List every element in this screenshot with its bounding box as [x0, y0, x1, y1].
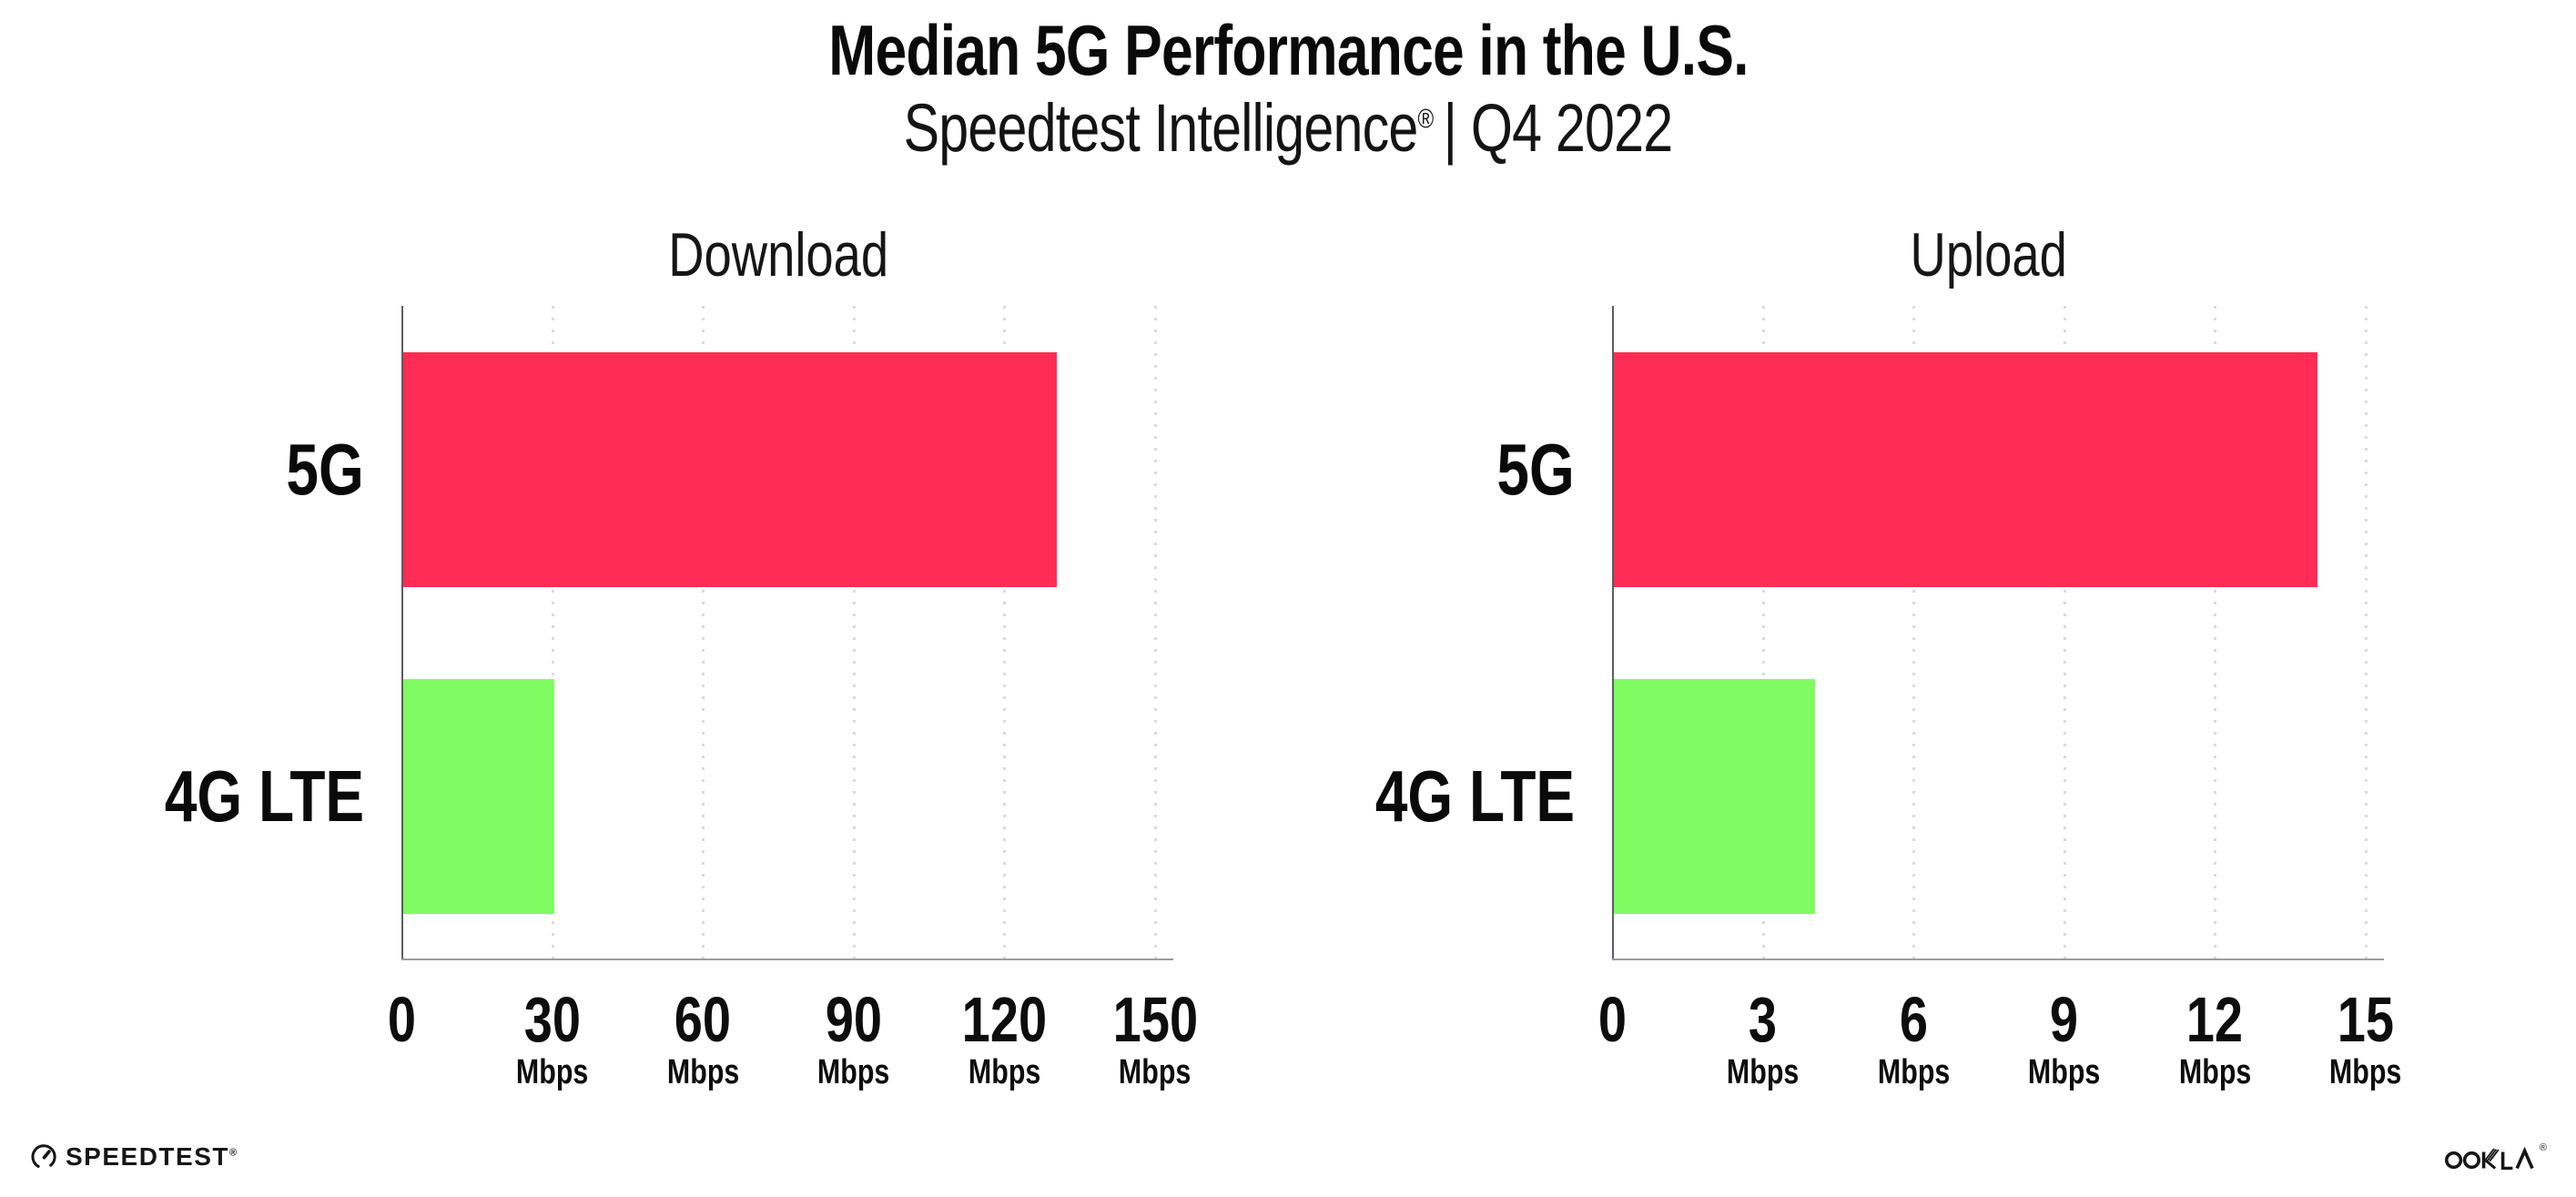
category-label-text: 5G [1496, 429, 1575, 510]
x-tick-label: 30 [452, 988, 653, 1051]
speedtest-wordmark: SPEEDTEST® [66, 1141, 238, 1171]
x-tick-unit-text: Mbps [1877, 1053, 1950, 1091]
x-tick-unit-label: Mbps [904, 1055, 1104, 1090]
registered-mark-icon: ® [1417, 104, 1435, 135]
category-label-text: 5G [286, 429, 364, 510]
x-tick-unit-text: Mbps [1726, 1053, 1800, 1091]
subtitle-quarter: | Q4 2022 [1443, 90, 1674, 166]
category-label-4g-lte: 4G LTE [1274, 760, 1575, 833]
x-tick-label: 15 [2266, 988, 2466, 1051]
page-subtitle: Speedtest Intelligence® | Q4 2022 [0, 93, 2576, 164]
x-tick-unit-label: Mbps [452, 1055, 653, 1090]
x-tick-unit-label: Mbps [1964, 1055, 2165, 1090]
speedtest-logo: SPEEDTEST® [31, 1143, 238, 1170]
bar-5g-upload [1614, 352, 2317, 587]
y-axis-line [1612, 306, 1614, 959]
panel-title-text: Upload [1910, 220, 2068, 289]
x-tick-unit-label: Mbps [603, 1055, 803, 1090]
x-tick-value: 150 [1112, 984, 1198, 1055]
gridline [2365, 306, 2368, 959]
x-tick-unit-label: Mbps [754, 1055, 954, 1090]
chart-panel-upload: Upload 5G 4G LTE 0 3 Mbps 6 Mbps 9 Mbps 12 Mbps 15 Mb… [1375, 224, 2402, 1090]
bar-5g-download [403, 352, 1057, 587]
x-axis-line [1612, 959, 2384, 960]
ookla-logo: ® [2444, 1142, 2547, 1170]
x-tick-label: 12 [2115, 988, 2315, 1051]
x-tick-value: 60 [674, 984, 732, 1055]
x-tick-value: 30 [523, 984, 581, 1055]
category-label-5g: 5G [1274, 433, 1575, 506]
page-title: Median 5G Performance in the U.S. [0, 15, 2576, 86]
panel-title-download: Download [401, 224, 1155, 286]
x-tick-label: 90 [754, 988, 954, 1051]
y-axis-line [401, 306, 403, 959]
x-tick-unit-text: Mbps [2178, 1053, 2252, 1091]
x-tick-value: 0 [1597, 984, 1627, 1055]
x-tick-unit-text: Mbps [968, 1053, 1041, 1091]
x-tick-label: 0 [301, 988, 502, 1051]
x-tick-value: 90 [825, 984, 882, 1055]
x-tick-value: 15 [2337, 984, 2395, 1055]
gridline [1154, 306, 1157, 959]
gridline [1761, 306, 1765, 959]
category-label-text: 4G LTE [164, 756, 364, 837]
speedtest-wordmark-text: SPEEDTEST [66, 1141, 229, 1171]
ookla-registered-mark-icon: ® [2539, 1142, 2547, 1153]
x-tick-unit-label: Mbps [2115, 1055, 2315, 1090]
gridline [551, 306, 554, 959]
x-tick-unit-text: Mbps [2329, 1053, 2402, 1091]
x-tick-value: 3 [1749, 984, 1778, 1055]
x-tick-unit-text: Mbps [666, 1053, 739, 1091]
ookla-wordmark-icon [2444, 1146, 2534, 1170]
panel-title-upload: Upload [1612, 224, 2366, 286]
gridline [2063, 306, 2066, 959]
gridline [2214, 306, 2217, 959]
gridline [702, 306, 705, 959]
x-tick-unit-text: Mbps [515, 1053, 589, 1091]
x-tick-label: 3 [1663, 988, 1863, 1051]
x-tick-unit-label: Mbps [2266, 1055, 2466, 1090]
category-label-text: 4G LTE [1374, 756, 1575, 837]
x-tick-value: 0 [387, 984, 416, 1055]
x-tick-unit-label: Mbps [1663, 1055, 1863, 1090]
x-tick-unit-text: Mbps [2028, 1053, 2101, 1091]
gridline [1912, 306, 1916, 959]
x-tick-label: 150 [1055, 988, 1255, 1051]
x-tick-value: 12 [2186, 984, 2244, 1055]
bar-4g-lte-download [403, 679, 554, 914]
panel-title-text: Download [668, 220, 888, 289]
x-tick-label: 9 [1964, 988, 2165, 1051]
category-label-4g-lte: 4G LTE [64, 760, 364, 833]
gridline [852, 306, 856, 959]
x-tick-label: 6 [1813, 988, 2013, 1051]
gridline [1003, 306, 1007, 959]
x-tick-unit-text: Mbps [1119, 1053, 1192, 1091]
x-axis-line [401, 959, 1173, 960]
x-tick-value: 9 [2050, 984, 2079, 1055]
x-tick-unit-label: Mbps [1813, 1055, 2013, 1090]
x-tick-value: 6 [1899, 984, 1928, 1055]
x-tick-unit-label: Mbps [1055, 1055, 1255, 1090]
x-tick-label: 0 [1512, 988, 1712, 1051]
chart-panel-download: Download 5G 4G LTE 0 30 Mbps 60 Mbps 90 Mbps 120 Mb… [165, 224, 1198, 1090]
page-subtitle-text: Speedtest Intelligence® | Q4 2022 [903, 90, 1674, 166]
speedtest-gauge-icon [31, 1144, 56, 1168]
x-tick-label: 120 [904, 988, 1104, 1051]
bar-4g-lte-upload [1614, 679, 1815, 914]
speedtest-registered-mark-icon: ® [228, 1147, 238, 1159]
x-tick-label: 60 [603, 988, 803, 1051]
subtitle-brand: Speedtest Intelligence [903, 90, 1419, 166]
x-tick-value: 120 [961, 984, 1048, 1055]
x-tick-unit-text: Mbps [817, 1053, 890, 1091]
page-title-text: Median 5G Performance in the U.S. [827, 10, 1749, 90]
category-label-5g: 5G [64, 433, 364, 506]
